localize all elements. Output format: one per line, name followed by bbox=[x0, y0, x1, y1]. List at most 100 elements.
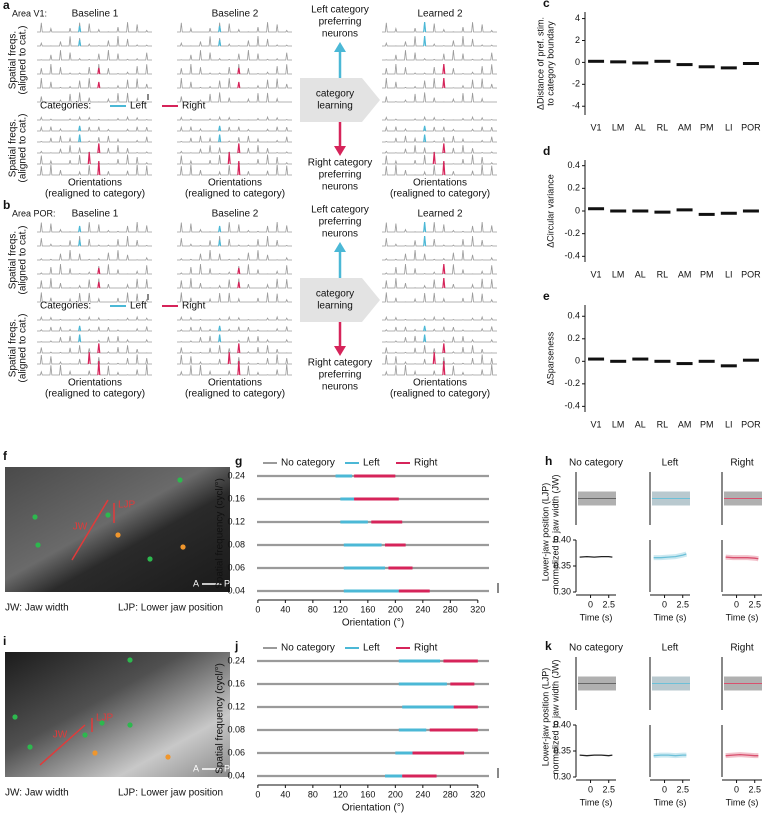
mean-marker bbox=[720, 211, 737, 215]
video-frame bbox=[5, 652, 230, 777]
x-tick-label: 2.5 bbox=[676, 784, 689, 794]
mean-marker bbox=[676, 362, 693, 366]
x-axis-label: Time (s) bbox=[580, 612, 613, 622]
tuning-trace-highlight bbox=[237, 281, 241, 289]
y-tick-label: 0.12 bbox=[227, 516, 245, 526]
keypoint bbox=[127, 657, 133, 663]
tuning-trace-highlight bbox=[423, 334, 427, 343]
y-tick-label: 0.16 bbox=[227, 493, 245, 503]
tuning-trace bbox=[382, 278, 497, 289]
x-axis-label: Time (s) bbox=[726, 797, 759, 807]
tuning-trace bbox=[382, 221, 497, 233]
y-tick-label: -0.4 bbox=[564, 251, 580, 261]
target-label: preferring bbox=[319, 17, 362, 28]
x-tick-label: RL bbox=[657, 419, 669, 429]
x-tick-label: LI bbox=[725, 122, 733, 132]
tuning-trace bbox=[37, 249, 152, 261]
y-tick-label: 0.35 bbox=[553, 560, 571, 570]
tuning-trace-highlight bbox=[423, 221, 427, 233]
x-axis-label: Orientations bbox=[413, 178, 467, 189]
arrow-head bbox=[334, 146, 346, 156]
tuning-trace-highlight bbox=[78, 39, 82, 47]
panel-letter: h bbox=[545, 454, 552, 468]
x-tick-label: 2.5 bbox=[748, 784, 761, 794]
y-tick-label: -4 bbox=[572, 101, 580, 111]
x-tick-label: AL bbox=[635, 269, 646, 279]
tuning-trace-highlight bbox=[218, 25, 222, 33]
tuning-trace bbox=[382, 335, 497, 343]
x-tick-label: AM bbox=[678, 419, 692, 429]
tuning-trace-highlight bbox=[87, 152, 91, 165]
y-tick-label: 0.35 bbox=[553, 745, 571, 755]
x-axis-label: Time (s) bbox=[726, 612, 759, 622]
tuning-trace-highlight bbox=[78, 225, 82, 233]
y-axis-label: Spatial freqs. bbox=[8, 319, 19, 377]
tuning-trace-highlight bbox=[442, 143, 446, 154]
y-tick-label: -2 bbox=[572, 79, 580, 89]
tuning-trace bbox=[37, 335, 152, 343]
tuning-trace bbox=[177, 335, 292, 343]
subplot-title: No category bbox=[569, 458, 623, 469]
tuning-trace bbox=[382, 135, 497, 143]
mean-marker bbox=[610, 60, 627, 64]
direction-label: A bbox=[193, 763, 199, 773]
tuning-trace-highlight bbox=[423, 235, 427, 247]
y-axis-label: ΔDistance of pref. stim. bbox=[535, 17, 545, 110]
y-tick-label: 0.06 bbox=[227, 562, 245, 572]
tuning-trace bbox=[177, 278, 292, 289]
keypoint bbox=[147, 556, 153, 562]
target-label: preferring bbox=[319, 170, 362, 181]
tuning-trace bbox=[177, 326, 292, 332]
tuning-trace bbox=[177, 364, 292, 376]
y-tick-label: -0.2 bbox=[564, 228, 580, 238]
tuning-trace bbox=[177, 135, 292, 143]
panel-letter: c bbox=[543, 0, 550, 10]
tuning-trace bbox=[37, 63, 152, 75]
x-axis-label: Orientation (°) bbox=[342, 803, 404, 814]
x-tick-label: V1 bbox=[591, 269, 602, 279]
tuning-trace bbox=[382, 235, 497, 247]
tuning-trace bbox=[177, 354, 292, 365]
column-title: Baseline 2 bbox=[212, 209, 259, 220]
target-label: neurons bbox=[322, 382, 358, 393]
x-tick-label: 240 bbox=[415, 789, 430, 799]
y-tick-label: 0 bbox=[575, 205, 580, 215]
keypoint bbox=[105, 512, 111, 518]
legend-label: Left bbox=[130, 101, 147, 112]
tuning-trace-highlight bbox=[237, 81, 241, 89]
tuning-trace-highlight bbox=[97, 281, 101, 289]
tuning-trace bbox=[382, 115, 497, 121]
y-tick-label: 0.04 bbox=[227, 585, 245, 595]
y-axis-label: (aligned to cat.) bbox=[18, 26, 29, 95]
tuning-trace-highlight bbox=[432, 152, 436, 165]
tuning-trace bbox=[382, 354, 497, 365]
x-tick-label: 280 bbox=[443, 604, 458, 614]
y-axis-label: Spatial freqs. bbox=[8, 31, 19, 89]
y-axis-label: ΔCircular variance bbox=[545, 174, 555, 248]
tuning-trace bbox=[37, 264, 152, 275]
tuning-trace bbox=[37, 145, 152, 154]
tuning-trace-highlight bbox=[442, 277, 446, 289]
y-tick-label: 0.06 bbox=[227, 747, 245, 757]
area-label: Area POR: bbox=[12, 208, 56, 218]
tuning-trace-highlight bbox=[442, 63, 446, 75]
area-label: Area V1: bbox=[12, 8, 47, 18]
panel-letter: i bbox=[3, 634, 6, 648]
caption: JW: Jaw width bbox=[5, 603, 69, 614]
tuning-trace bbox=[382, 125, 497, 132]
panel-letter: k bbox=[545, 639, 552, 653]
legend-label: Left bbox=[363, 643, 380, 654]
subplot-title: Right bbox=[730, 643, 754, 654]
caption: LJP: Lower jaw position bbox=[118, 603, 223, 614]
tuning-trace bbox=[382, 345, 497, 354]
jaw-width-line bbox=[71, 499, 109, 561]
x-tick-label: 320 bbox=[470, 604, 485, 614]
keypoint bbox=[35, 542, 41, 548]
target-label: preferring bbox=[319, 217, 362, 228]
y-axis-label: normalized to jaw width (JW) bbox=[550, 659, 560, 774]
mean-line bbox=[579, 754, 613, 757]
tuning-trace bbox=[37, 36, 152, 47]
keypoint bbox=[115, 532, 121, 538]
keypoint bbox=[27, 744, 33, 750]
keypoint bbox=[127, 722, 133, 728]
